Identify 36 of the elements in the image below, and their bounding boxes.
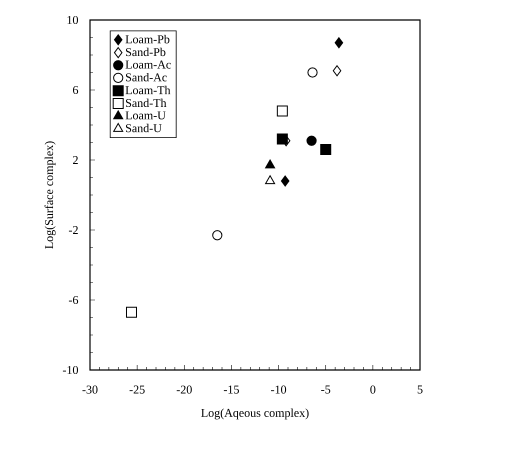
point [306, 136, 317, 146]
point [320, 144, 332, 155]
legend-label: Sand-Th [126, 98, 166, 108]
x-tick-label: -15 [224, 386, 239, 394]
point [280, 175, 290, 186]
y-axis-title: Log(Surface complex) [44, 141, 56, 249]
legend-label: Loam-U [126, 111, 166, 120]
y-tick-label: -6 [68, 296, 78, 304]
point [332, 65, 342, 76]
point [265, 160, 276, 168]
legend-label: Sand-Ac [126, 72, 167, 82]
legend-label: Loam-Th [126, 86, 170, 94]
y-tick-label: 10 [68, 16, 78, 24]
y-tick-label: 2 [73, 156, 78, 164]
legend-label: Loam-Ac [126, 60, 171, 69]
point [212, 230, 222, 240]
point [265, 175, 276, 184]
point [126, 306, 137, 318]
x-tick-label: -25 [130, 386, 145, 394]
x-axis-title: Log(Aqeous complex) [201, 408, 309, 420]
point [334, 37, 344, 48]
legend-label: Sand-Pb [126, 48, 166, 56]
x-tick-label: -5 [321, 386, 330, 394]
y-tick-label: 6 [72, 86, 78, 94]
legend-label: Loam-Pb [126, 34, 170, 44]
x-tick-label: 0 [370, 386, 376, 394]
legend-label: Sand-U [126, 124, 162, 132]
x-tick-label: 5 [418, 386, 423, 394]
x-tick-label: -10 [271, 386, 286, 394]
y-tick-label: -2 [68, 226, 78, 234]
point [276, 133, 288, 144]
x-tick-label: -20 [176, 386, 192, 394]
point [307, 67, 318, 78]
point [276, 105, 288, 116]
y-tick-label: -10 [62, 366, 78, 374]
x-tick-label: -30 [82, 386, 98, 394]
